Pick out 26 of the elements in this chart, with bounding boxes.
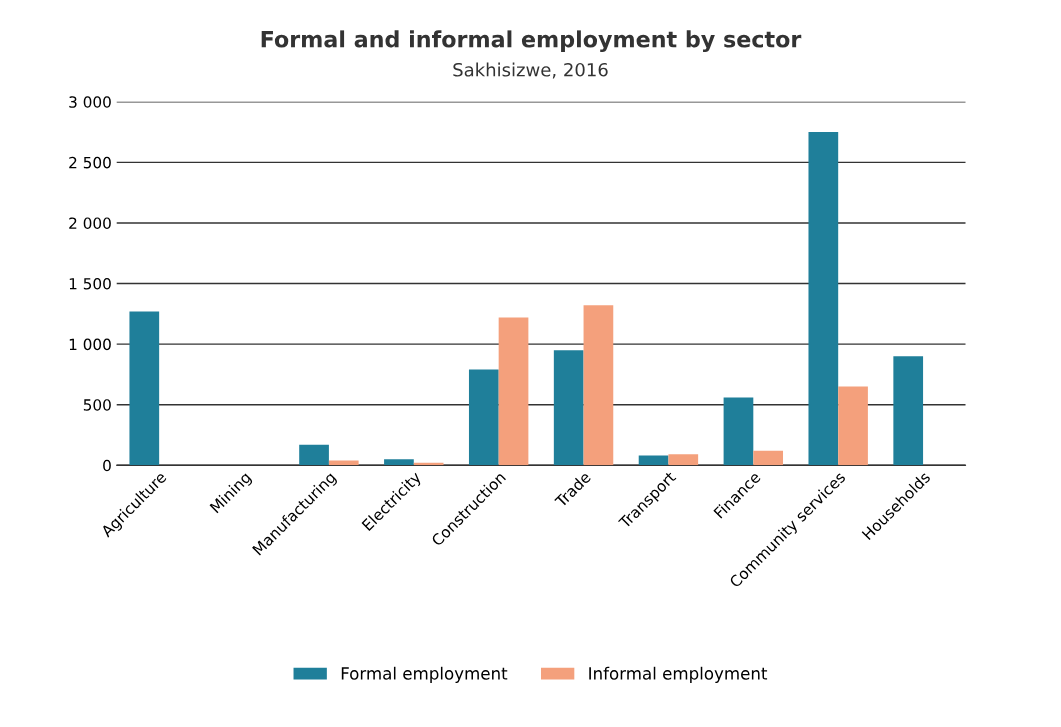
legend-label: Informal employment [589,666,768,683]
chart-subtitle: Sakhisizwe, 2016 [453,62,608,79]
bar [838,386,868,466]
bar [753,450,784,466]
bar [468,369,499,466]
bar [299,444,329,466]
legend-label: Formal employment [341,666,508,683]
bar [583,305,614,466]
bar [384,459,414,466]
bar [723,397,754,466]
bar [668,454,699,466]
bar [553,350,584,466]
y-tick-label: 0 [103,459,111,472]
y-tick-label: 1 000 [69,338,111,351]
bar [893,356,924,466]
y-tick-label: 3 000 [69,96,111,108]
bar [808,132,839,466]
bar [498,317,529,466]
bar [129,311,160,466]
y-tick-label: 500 [83,399,111,411]
y-tick-label: 2 000 [69,217,111,229]
y-tick-label: 2 500 [69,156,111,169]
chart-title: Formal and informal employment by sector [261,30,802,53]
bar [328,460,359,466]
bar [638,455,669,466]
y-tick-label: 1 500 [69,278,111,290]
